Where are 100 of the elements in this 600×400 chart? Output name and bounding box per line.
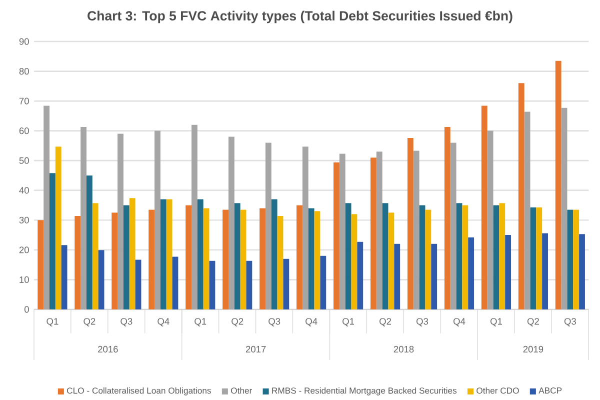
bar (561, 108, 568, 310)
bar (296, 205, 302, 310)
bar (425, 210, 432, 310)
bar (154, 130, 160, 310)
bar (456, 203, 462, 310)
bar (197, 199, 204, 310)
y-tick-label: 10 (20, 276, 29, 283)
bar (166, 199, 172, 310)
x-tick-label: Q1 (46, 318, 58, 326)
x-tick-label: Q4 (453, 318, 466, 326)
bar (505, 235, 512, 310)
bar (444, 126, 450, 310)
chart-title: Chart 3: Top 5 FVC Activity types (Total Debt Securities Issued €bn) (88, 10, 512, 24)
legend-label: ABCP (538, 387, 562, 394)
x-tick-label: Q1 (194, 318, 206, 326)
bar (50, 173, 56, 310)
x-tick-label: Q3 (416, 318, 428, 326)
bar (228, 136, 234, 310)
bar (277, 216, 284, 310)
bar (92, 203, 98, 310)
y-tick-label: 90 (19, 38, 29, 45)
legend-label: CLO - Collateralised Loan Obligations (67, 387, 211, 396)
bar (260, 208, 266, 310)
text: 2017 (246, 346, 266, 352)
y-tick-label: 70 (19, 98, 29, 104)
bar (394, 244, 400, 310)
legend-label: Other CDO (476, 387, 519, 394)
bar (542, 233, 548, 310)
y-tick-label: 40 (19, 187, 29, 194)
bar (493, 205, 500, 310)
y-tick-label: 60 (19, 128, 29, 134)
x-tick-label: Q3 (564, 318, 576, 326)
bar (407, 138, 414, 310)
bar (314, 211, 320, 310)
bar (222, 210, 228, 310)
x-tick-label: Q3 (120, 318, 132, 326)
bar (209, 260, 216, 310)
bar (419, 205, 426, 310)
bar (431, 244, 438, 310)
legend-label: Other (231, 387, 252, 394)
bar (339, 154, 346, 310)
bar (302, 146, 308, 310)
bar (382, 203, 388, 310)
bar (573, 210, 580, 310)
bar (123, 205, 130, 310)
bar (462, 205, 468, 310)
bar (450, 142, 456, 310)
x-tick-label: Q1 (342, 318, 354, 326)
bar (567, 210, 574, 310)
x-tick-label: Q2 (380, 318, 392, 326)
bar (481, 106, 488, 310)
bar (308, 208, 314, 310)
bar (86, 175, 92, 310)
y-tick-label: 20 (19, 246, 29, 254)
x-tick-label: Q2 (232, 318, 244, 326)
bar (555, 60, 562, 310)
y-tick-label: 80 (19, 68, 29, 75)
bar (265, 142, 272, 310)
bar (172, 256, 178, 310)
bar (44, 106, 50, 310)
bar (112, 212, 118, 310)
bar (271, 199, 278, 310)
x-tick-label: Q2 (84, 318, 96, 326)
bar (388, 212, 394, 310)
bar (129, 198, 136, 310)
x-tick-label: Q3 (268, 318, 280, 326)
text: 2016 (98, 346, 118, 352)
bar (530, 207, 536, 310)
bar (283, 258, 290, 310)
bar (98, 250, 104, 310)
bar (499, 203, 506, 310)
bar (203, 208, 210, 310)
x-tick-label: Q4 (306, 318, 318, 326)
bar (345, 203, 352, 310)
text: 2018 (394, 346, 414, 352)
bar (376, 152, 382, 310)
bar (234, 203, 240, 310)
bar (334, 162, 340, 310)
bar (61, 245, 68, 310)
x-tick-label: Q2 (527, 318, 539, 326)
bar (579, 234, 585, 310)
bar (351, 214, 358, 310)
y-tick-label: 50 (19, 157, 29, 164)
x-tick-label: Q1 (490, 318, 502, 326)
bar (468, 237, 474, 310)
bar (186, 205, 192, 310)
bar (487, 130, 494, 310)
bar (240, 210, 246, 310)
bar (192, 124, 198, 310)
bar (135, 260, 142, 310)
legend-label: RMBS - Residential Mortgage Backed Securities (272, 387, 457, 396)
y-tick-label: 30 (19, 216, 29, 224)
bar (413, 150, 420, 310)
bar (160, 199, 166, 310)
bar (246, 260, 252, 310)
bar (74, 216, 81, 310)
y-tick-label: 0 (24, 306, 29, 313)
bar (148, 210, 155, 310)
bar (38, 220, 44, 310)
x-tick-label: Q4 (158, 318, 170, 326)
